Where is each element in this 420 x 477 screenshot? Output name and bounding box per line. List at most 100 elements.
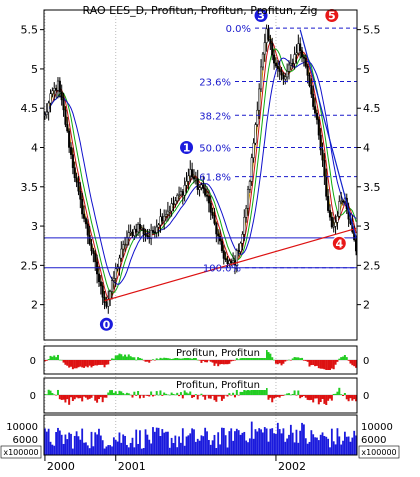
volume-bar xyxy=(194,441,197,455)
indicator-bar xyxy=(159,390,162,395)
volume-bar xyxy=(211,440,214,455)
indicator-bar xyxy=(334,393,337,395)
indicator-bar xyxy=(111,390,114,395)
indicator-bar xyxy=(211,395,214,396)
indicator-bar xyxy=(269,395,272,398)
candle-body xyxy=(109,291,112,300)
candle-body xyxy=(338,201,341,217)
indicator-bar xyxy=(60,395,63,400)
candle-body xyxy=(151,230,155,233)
indicator-bar xyxy=(248,390,251,395)
candle-body xyxy=(110,280,114,292)
indicator-bar xyxy=(345,395,348,400)
volume-bar xyxy=(295,429,298,455)
indicator-bar xyxy=(265,350,268,360)
indicator-bar xyxy=(127,354,130,360)
volume-bar xyxy=(243,431,246,455)
candle-body xyxy=(258,88,261,111)
indicator-bar xyxy=(289,360,292,361)
candle-body xyxy=(265,28,268,43)
volume-bar xyxy=(189,433,192,455)
indicator-bar xyxy=(166,394,169,396)
indicator-bar xyxy=(179,392,182,395)
wave-marker-label: 5 xyxy=(328,10,336,23)
indicator-bar xyxy=(245,390,248,395)
fibonacci-level-label: 0.0% xyxy=(226,24,251,35)
indicator-bar xyxy=(209,395,212,399)
candle-body xyxy=(323,159,326,177)
candle-body xyxy=(97,273,101,282)
indicator-bar xyxy=(287,393,290,395)
indicator-bar xyxy=(101,360,104,365)
indicator-bar xyxy=(280,360,283,366)
indicator-bar xyxy=(230,395,233,396)
volume-bar xyxy=(345,436,348,455)
candle-body xyxy=(312,93,315,107)
candle-body xyxy=(194,178,197,180)
indicator-bar xyxy=(73,360,76,369)
candle-body xyxy=(118,257,121,268)
candle-body xyxy=(133,228,136,236)
volume-bar xyxy=(293,442,296,455)
wave-marker-label: 1 xyxy=(183,142,191,155)
candle-body xyxy=(178,194,181,197)
indicator-bar xyxy=(301,357,304,360)
indicator-bar xyxy=(114,391,117,395)
candle-body xyxy=(159,216,162,226)
indicator-bar xyxy=(88,395,91,399)
price-panel-frame xyxy=(43,9,358,341)
wave-marker-label: 0 xyxy=(103,318,111,331)
candle-body xyxy=(295,52,298,55)
indicator-bar xyxy=(219,360,222,365)
volume-bar xyxy=(81,428,84,455)
indicator-bar xyxy=(122,356,125,360)
trendline xyxy=(104,227,357,302)
indicator-bar xyxy=(137,357,140,360)
candle-body xyxy=(101,285,104,298)
volume-bar xyxy=(183,445,186,455)
indicator-bar xyxy=(330,395,333,401)
candle-body xyxy=(241,234,244,244)
candle-body xyxy=(273,54,276,64)
candle-body xyxy=(176,195,179,202)
indicator-bar xyxy=(120,391,123,395)
volume-bar xyxy=(336,428,339,455)
indicator-bar xyxy=(64,360,67,365)
candle-body xyxy=(205,195,209,197)
candle-body xyxy=(53,87,56,92)
y-tick-label-right: 4.5 xyxy=(363,102,381,115)
indicator-bar xyxy=(233,360,236,361)
volume-bar xyxy=(159,436,162,455)
indicator-bar xyxy=(254,386,257,395)
indicator-bar xyxy=(274,395,277,398)
indicator-bar xyxy=(194,357,197,360)
volume-bar xyxy=(226,447,229,455)
indicator-bar xyxy=(131,395,134,398)
indicator-bar xyxy=(140,395,143,396)
candle-body xyxy=(114,268,117,279)
volume-panel-frame xyxy=(43,414,358,456)
volume-bar xyxy=(150,443,153,455)
indicator-bar xyxy=(302,395,305,397)
indicator-bar xyxy=(71,360,74,370)
volume-bar xyxy=(86,445,89,455)
volume-bar xyxy=(120,442,123,455)
indicator-bar xyxy=(282,360,285,364)
candle-body xyxy=(64,109,67,125)
indicator-bar xyxy=(274,360,277,364)
y-tick-label-left: 4 xyxy=(31,142,38,155)
volume-bar xyxy=(191,428,194,455)
indicator-bar xyxy=(332,393,335,395)
indicator-bar xyxy=(163,392,166,395)
wave-marker-circle xyxy=(324,8,340,23)
indicator-bar xyxy=(191,395,194,398)
candle-body xyxy=(269,39,272,44)
candle-body xyxy=(330,216,333,228)
candle-body xyxy=(219,235,222,242)
wave-marker-circle xyxy=(331,235,347,251)
indicator-bar xyxy=(155,391,158,395)
volume-bar xyxy=(148,439,151,455)
indicator-bar xyxy=(353,360,356,367)
indicator-bar xyxy=(338,358,341,360)
volume-bar xyxy=(250,421,253,455)
